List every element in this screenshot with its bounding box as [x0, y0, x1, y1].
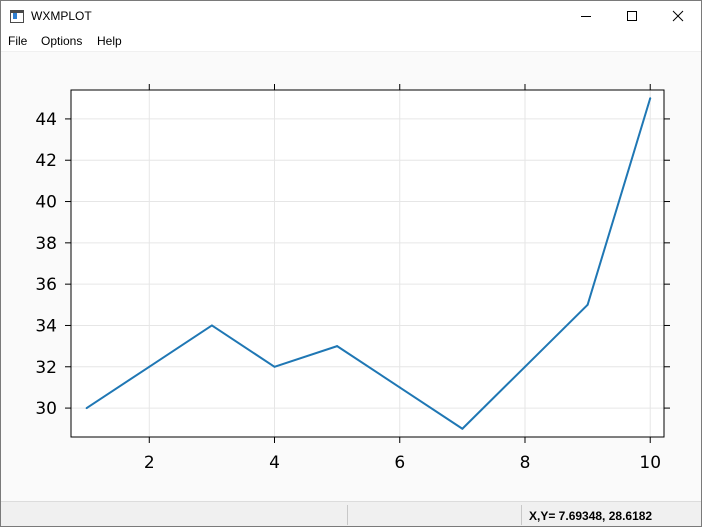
- data-point: [210, 324, 213, 327]
- y-tick-label: 34: [35, 316, 57, 336]
- status-divider: [521, 505, 522, 525]
- x-tick-label: 2: [144, 453, 155, 473]
- data-point: [523, 365, 526, 368]
- y-tick-label: 44: [35, 110, 57, 130]
- data-point: [85, 407, 88, 410]
- status-divider: [347, 505, 348, 525]
- y-tick-label: 42: [35, 151, 57, 171]
- x-tick-label: 4: [269, 453, 280, 473]
- title-bar[interactable]: WXMPLOT: [1, 1, 701, 31]
- x-tick-label: 8: [520, 453, 531, 473]
- maximize-button[interactable]: [609, 1, 655, 31]
- app-window-icon: [10, 10, 24, 23]
- minimize-button[interactable]: [563, 1, 609, 31]
- plot-background: [71, 90, 664, 437]
- x-tick-label: 6: [394, 453, 405, 473]
- x-tick-label: 10: [639, 453, 661, 473]
- maximize-icon: [627, 11, 637, 21]
- data-point: [649, 97, 652, 100]
- data-point: [398, 386, 401, 389]
- close-icon: [672, 10, 684, 22]
- minimize-icon: [581, 16, 591, 17]
- menu-options[interactable]: Options: [41, 34, 83, 48]
- window-title: WXMPLOT: [31, 9, 92, 23]
- y-tick-label: 36: [35, 275, 57, 295]
- data-point: [336, 345, 339, 348]
- menu-help[interactable]: Help: [97, 34, 122, 48]
- status-bar: X,Y= 7.69348, 28.6182: [1, 501, 701, 526]
- y-tick-label: 32: [35, 358, 57, 378]
- y-tick-label: 38: [35, 234, 57, 254]
- menu-bar: File Options Help: [1, 31, 701, 52]
- y-tick-label: 40: [35, 193, 57, 213]
- data-point: [148, 365, 151, 368]
- data-point: [586, 303, 589, 306]
- data-point: [273, 365, 276, 368]
- plot-frame: [70, 89, 665, 438]
- cursor-coordinates: X,Y= 7.69348, 28.6182: [529, 509, 653, 523]
- line-chart[interactable]: 2 4 6 8 10 30 32 34 36 38 40 42 44: [1, 52, 701, 501]
- data-point: [461, 427, 464, 430]
- menu-file[interactable]: File: [8, 34, 28, 48]
- status-field-empty: [347, 502, 521, 526]
- y-tick-label: 30: [35, 399, 57, 419]
- plot-canvas[interactable]: 2 4 6 8 10 30 32 34 36 38 40 42 44: [1, 52, 701, 501]
- series-line[interactable]: [86, 97, 652, 430]
- close-button[interactable]: [655, 1, 701, 31]
